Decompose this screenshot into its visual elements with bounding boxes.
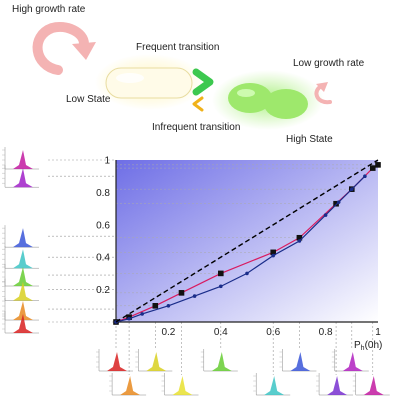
data-point-square bbox=[296, 234, 303, 241]
inset-peak bbox=[290, 352, 311, 371]
x-tick-label: 0.4 bbox=[214, 327, 228, 338]
bottom-distribution-inset bbox=[331, 349, 369, 372]
data-series bbox=[113, 159, 381, 325]
data-point-square bbox=[152, 303, 159, 309]
bottom-distribution-inset bbox=[316, 373, 354, 396]
x-tick-label: 0.6 bbox=[266, 327, 280, 338]
bottom-distribution-inset bbox=[96, 349, 133, 372]
inset-peak bbox=[342, 352, 363, 371]
y-tick-label: 0.2 bbox=[96, 285, 110, 296]
inset-peak bbox=[13, 150, 33, 169]
inset-peak bbox=[13, 168, 33, 188]
left-distribution-inset bbox=[2, 165, 39, 188]
tick-labels: 0.2 0.4 0.6 0.8 1 0.2 0.4 0.6 0.8 1 Ph(0h) bbox=[96, 156, 382, 353]
label-low-growth-rate: Low growth rate bbox=[293, 58, 365, 69]
data-point-square bbox=[178, 290, 185, 296]
high-growth-rate-arrow-icon bbox=[32, 22, 96, 75]
inset-peak bbox=[13, 301, 33, 321]
data-point-dot bbox=[323, 213, 328, 217]
data-point-dot bbox=[140, 312, 144, 316]
y-tick-label: 0.4 bbox=[96, 253, 110, 264]
inset-peak bbox=[13, 249, 33, 269]
inset-peak bbox=[363, 376, 384, 395]
bottom-distribution-inset bbox=[135, 349, 173, 372]
left-distribution-inset bbox=[2, 147, 39, 170]
y-tick-label: 0.6 bbox=[96, 220, 110, 231]
inset-peak bbox=[13, 314, 33, 333]
high-state-cell-icon bbox=[212, 70, 324, 130]
data-point-dot bbox=[219, 284, 223, 289]
inset-peak bbox=[107, 352, 127, 371]
axes bbox=[115, 160, 378, 323]
data-point-dot bbox=[127, 316, 131, 321]
y-tick-label: 0.8 bbox=[96, 188, 110, 199]
infrequent-transition-arrow-icon bbox=[192, 96, 204, 112]
inset-peak bbox=[327, 376, 348, 395]
inset-peak bbox=[264, 376, 285, 395]
bottom-distribution-inset bbox=[352, 373, 390, 396]
data-point-square bbox=[369, 165, 376, 171]
bottom-distribution-inset bbox=[279, 349, 317, 372]
frequent-transition-arrow-icon bbox=[192, 68, 214, 96]
label-low-state: Low State bbox=[66, 94, 111, 105]
data-point-square bbox=[218, 270, 224, 277]
bottom-distribution-inset bbox=[253, 373, 291, 396]
data-point-dot bbox=[192, 294, 197, 298]
label-high-growth-rate: High growth rate bbox=[12, 4, 86, 15]
data-point-dot bbox=[363, 174, 367, 178]
data-point-dot bbox=[336, 200, 341, 204]
left-distribution-inset bbox=[2, 298, 39, 321]
label-infrequent-transition: Infrequent transition bbox=[152, 122, 241, 133]
x-tick-label: 1 bbox=[375, 327, 381, 338]
left-distribution-inset bbox=[2, 246, 39, 269]
label-high-state: High State bbox=[286, 134, 333, 145]
low-growth-rate-arrow-icon bbox=[314, 82, 332, 105]
left-distribution-inset bbox=[2, 225, 39, 248]
data-point-dot bbox=[297, 239, 302, 243]
bottom-distribution-inset bbox=[109, 373, 147, 396]
x-axis-label: Ph(0h) bbox=[354, 340, 382, 352]
state-transition-illustration bbox=[32, 22, 332, 130]
data-point-square bbox=[375, 162, 381, 168]
distribution-insets bbox=[2, 147, 390, 396]
y-tick-label: 1 bbox=[104, 156, 110, 167]
data-point-square bbox=[333, 200, 339, 207]
x-tick-label: 0.8 bbox=[319, 327, 333, 338]
left-distribution-inset bbox=[2, 311, 39, 334]
bottom-distribution-inset bbox=[161, 373, 199, 396]
label-frequent-transition: Frequent transition bbox=[136, 42, 220, 53]
inset-peak bbox=[120, 376, 141, 395]
data-point-dot bbox=[166, 304, 171, 308]
inset-peak bbox=[211, 352, 232, 371]
inset-peak bbox=[13, 228, 33, 248]
low-state-cell-icon bbox=[95, 54, 205, 110]
data-point-dot bbox=[271, 253, 276, 258]
data-point-square bbox=[270, 249, 276, 256]
inset-peak bbox=[13, 267, 33, 287]
inset-peak bbox=[146, 352, 167, 371]
left-distribution-inset bbox=[2, 278, 39, 301]
x-tick-label: 0.2 bbox=[161, 327, 175, 338]
guide-lines bbox=[48, 159, 378, 375]
data-point-dot bbox=[245, 271, 249, 276]
bottom-distribution-inset bbox=[200, 349, 238, 372]
inset-peak bbox=[13, 281, 33, 301]
inset-peak bbox=[172, 376, 193, 395]
series-line-2 bbox=[115, 159, 379, 323]
data-point-dot bbox=[350, 187, 354, 191]
